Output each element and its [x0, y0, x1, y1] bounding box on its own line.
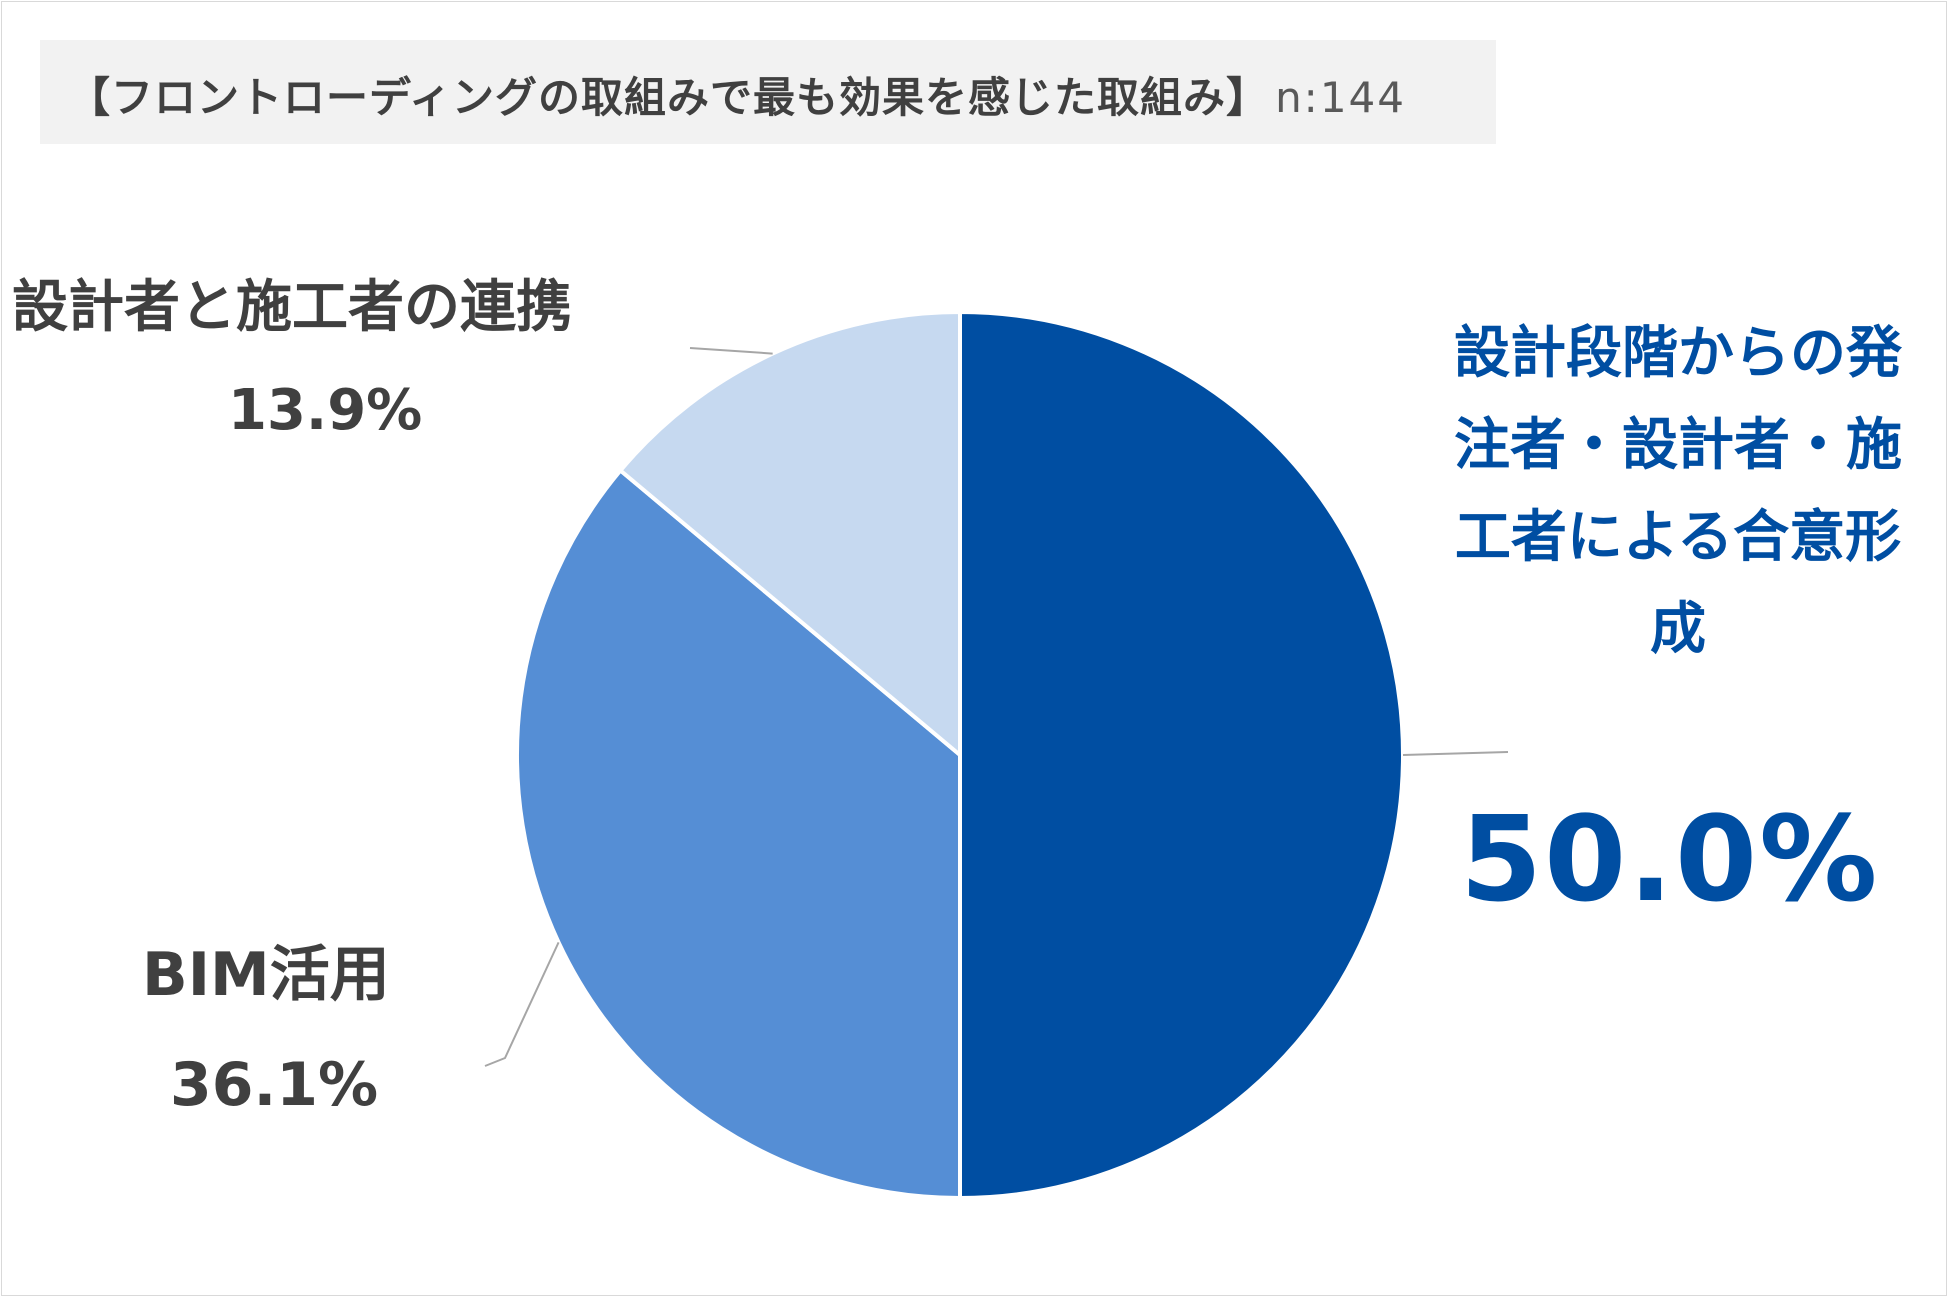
pie-slice-consensus — [958, 309, 1405, 1201]
leader-line-bim — [484, 941, 560, 1067]
chart-title: 【フロントローディングの取組みで最も効果を感じた取組み】 n:144 — [68, 64, 1406, 125]
value-label-bim: 36.1% — [170, 1050, 379, 1120]
chart-title-text: 【フロントローディングの取組みで最も効果を感じた取組み】 — [68, 73, 1270, 122]
pie-slice-collaboration — [617, 309, 962, 760]
value-label-consensus: 50.0% — [1460, 790, 1880, 928]
leader-line-consensus — [1402, 751, 1509, 756]
pie-slice-bim — [515, 467, 962, 1201]
category-label-bim: BIM活用 — [142, 940, 390, 1010]
leader-line-collaboration — [689, 347, 773, 355]
value-label-collaboration: 13.9% — [228, 378, 423, 443]
category-label-collaboration: 設計者と施工者の連携 — [12, 275, 572, 340]
category-label-consensus: 設計段階からの発注者・設計者・施工者による合意形成 — [1454, 321, 1902, 662]
chart-title-box: 【フロントローディングの取組みで最も効果を感じた取組み】 n:144 — [40, 40, 1496, 144]
sample-size: n:144 — [1275, 73, 1406, 122]
